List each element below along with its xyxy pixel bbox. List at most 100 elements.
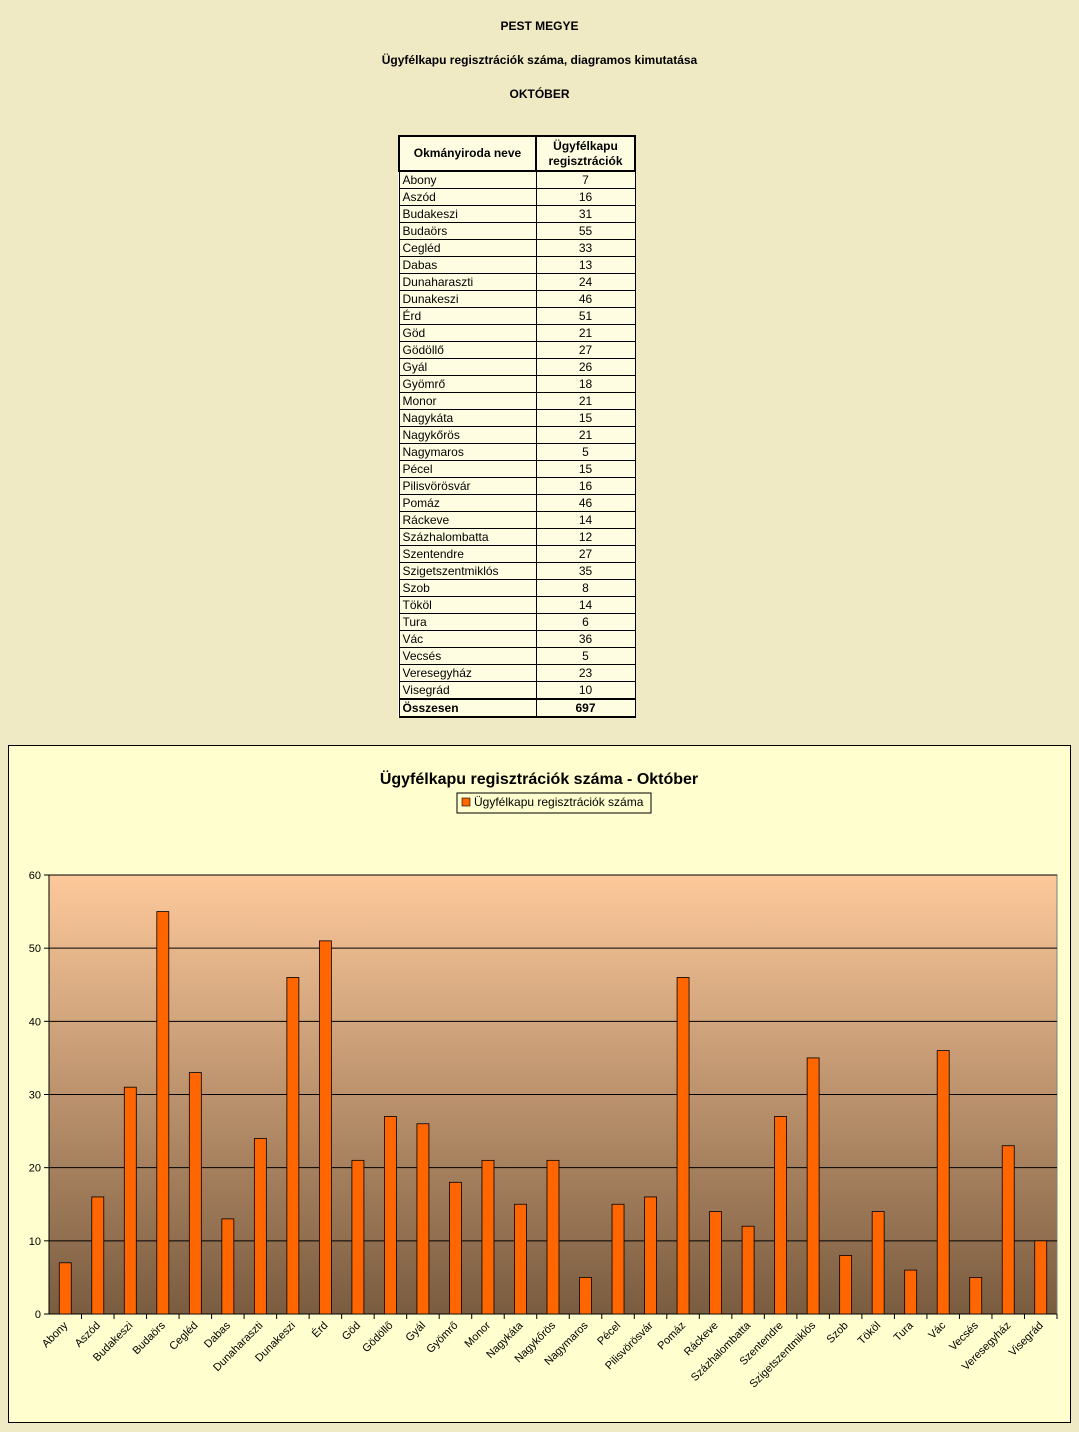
office-name: Pomáz	[398, 494, 537, 512]
office-name: Vecsés	[398, 647, 537, 665]
total-value: 697	[535, 698, 636, 718]
office-name: Pilisvörösvár	[398, 477, 537, 495]
table-row: Budakeszi 31	[398, 205, 636, 223]
bar	[1034, 1240, 1048, 1315]
registration-count: 31	[535, 205, 636, 223]
x-tick-label: Gyömrő	[424, 1320, 460, 1356]
registration-count: 16	[535, 477, 636, 495]
chart-legend: Ügyfélkapu regisztrációk száma	[456, 792, 652, 814]
y-tick-label: 50	[29, 943, 41, 955]
bar	[416, 1123, 430, 1315]
x-tick-label: Monor	[463, 1319, 494, 1350]
bar	[579, 1277, 592, 1315]
table-row: Cegléd 33	[398, 239, 636, 257]
table-row: Szob 8	[398, 579, 636, 597]
registration-count: 33	[535, 239, 636, 257]
x-tick-label: Tura	[892, 1319, 917, 1344]
office-name: Veresegyház	[398, 664, 537, 682]
registration-count: 15	[535, 460, 636, 478]
y-tick-label: 10	[29, 1236, 41, 1248]
table-row: Visegrád 10	[398, 681, 636, 700]
y-tick-label: 60	[29, 870, 41, 882]
registration-count: 10	[535, 681, 636, 700]
page-title: PEST MEGYE	[500, 19, 579, 33]
chart-container: Ügyfélkapu regisztrációk száma - Október…	[8, 745, 1071, 1423]
office-name: Százhalombatta	[398, 528, 537, 546]
y-tick-label: 30	[29, 1090, 41, 1102]
table-row: Pécel 15	[398, 460, 636, 478]
office-name: Dunakeszi	[398, 290, 537, 308]
registration-count: 6	[535, 613, 636, 631]
column-header-office: Okmányiroda neve	[398, 135, 537, 172]
bar	[253, 1137, 267, 1315]
x-tick-label: Abony	[40, 1319, 71, 1350]
bar	[514, 1203, 527, 1315]
x-tick-label: Cegléd	[167, 1320, 200, 1353]
registration-count: 14	[535, 596, 636, 614]
table-row: Dunakeszi 46	[398, 290, 636, 308]
bar	[449, 1181, 462, 1315]
table-row: Gyál 26	[398, 358, 636, 376]
office-name: Nagykőrös	[398, 426, 537, 444]
legend-box	[456, 792, 652, 814]
table-row: Vác 36	[398, 630, 636, 648]
office-name: Budakeszi	[398, 205, 537, 223]
table-row: Szentendre 27	[398, 545, 636, 563]
office-name: Cegléd	[398, 239, 537, 257]
x-tick-label: Dabas	[202, 1319, 233, 1350]
bar	[58, 1262, 72, 1315]
table-row: Ráckeve 14	[398, 511, 636, 529]
table-row: Százhalombatta 12	[398, 528, 636, 546]
y-tick-label: 40	[29, 1016, 41, 1028]
registration-count: 13	[535, 256, 636, 274]
bar	[91, 1196, 105, 1315]
bar	[318, 940, 332, 1315]
office-name: Visegrád	[398, 681, 537, 700]
table-row: Nagykáta 15	[398, 409, 636, 427]
registration-count: 46	[535, 290, 636, 308]
office-name: Vác	[398, 630, 537, 648]
office-name: Nagymaros	[398, 443, 537, 461]
table-row: Dabas 13	[398, 256, 636, 274]
table-row: Nagykőrös 21	[398, 426, 636, 444]
table-row: Tura 6	[398, 613, 636, 631]
registration-count: 16	[535, 188, 636, 206]
registration-count: 5	[535, 443, 636, 461]
office-name: Pécel	[398, 460, 537, 478]
office-name: Tura	[398, 613, 537, 631]
office-name: Göd	[398, 324, 537, 342]
office-name: Dabas	[398, 256, 537, 274]
bar	[188, 1072, 202, 1315]
registration-count: 24	[535, 273, 636, 291]
table-row: Nagymaros 5	[398, 443, 636, 461]
x-tick-label: Gyál	[404, 1320, 428, 1344]
table-row: Abony 7	[398, 170, 636, 189]
bar	[611, 1203, 625, 1315]
table-row: Pomáz 46	[398, 494, 636, 512]
bar	[839, 1255, 853, 1315]
registration-count: 15	[535, 409, 636, 427]
registration-count: 27	[535, 545, 636, 563]
registration-count: 27	[535, 341, 636, 359]
x-tick-label: Pécel	[595, 1320, 623, 1348]
office-name: Nagykáta	[398, 409, 537, 427]
office-name: Aszód	[398, 188, 537, 206]
bar	[384, 1116, 397, 1315]
registration-count: 7	[535, 170, 636, 189]
office-name: Gyömrő	[398, 375, 537, 393]
bar	[871, 1211, 885, 1315]
x-tick-label: Gödöllő	[360, 1320, 395, 1355]
bar	[481, 1159, 495, 1315]
chart-title: Ügyfélkapu regisztrációk száma - Október	[380, 769, 698, 788]
bar	[806, 1057, 820, 1315]
registration-count: 21	[535, 392, 636, 410]
office-name: Budaörs	[398, 222, 537, 240]
bar	[709, 1211, 722, 1315]
office-name: Gyál	[398, 358, 537, 376]
table-row: Aszód 16	[398, 188, 636, 206]
table-total-row: Összesen 697	[398, 698, 636, 718]
x-tick-label: Göd	[340, 1320, 363, 1343]
table-header-row: Okmányiroda neve Ügyfélkapu regisztráció…	[398, 135, 636, 172]
registration-count: 35	[535, 562, 636, 580]
page-subtitle: Ügyfélkapu regisztrációk száma, diagramo…	[381, 53, 698, 67]
